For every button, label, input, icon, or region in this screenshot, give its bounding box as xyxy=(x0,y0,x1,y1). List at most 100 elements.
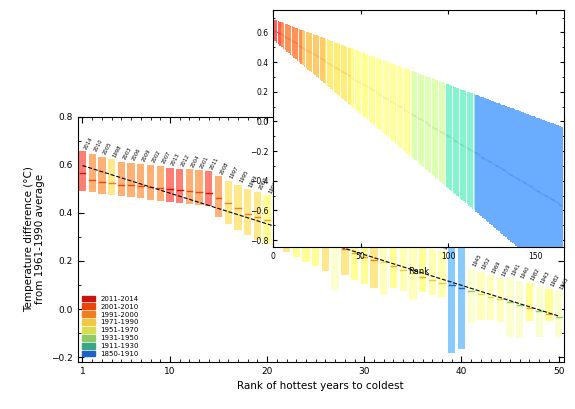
Bar xyxy=(456,88,458,196)
Bar xyxy=(156,166,164,201)
Bar xyxy=(466,92,468,204)
Bar xyxy=(491,101,493,225)
Text: 2003: 2003 xyxy=(122,146,132,161)
Bar xyxy=(493,101,494,227)
Bar xyxy=(400,67,401,148)
Bar xyxy=(362,52,363,115)
Bar xyxy=(328,40,330,88)
Bar xyxy=(561,127,562,285)
Bar xyxy=(365,54,367,119)
Bar xyxy=(419,74,421,164)
Bar xyxy=(430,78,431,173)
Bar xyxy=(501,105,503,234)
Bar xyxy=(518,110,519,247)
Bar xyxy=(332,208,339,290)
Bar xyxy=(552,124,554,277)
Text: 1986: 1986 xyxy=(423,231,434,245)
Bar xyxy=(315,35,316,76)
Bar xyxy=(508,107,510,240)
Bar xyxy=(196,171,203,204)
Bar xyxy=(503,105,505,236)
Bar xyxy=(479,96,480,215)
Bar xyxy=(451,85,453,191)
Bar xyxy=(98,157,106,194)
Bar xyxy=(293,27,295,58)
Text: 1987: 1987 xyxy=(316,198,327,212)
Text: 1977: 1977 xyxy=(443,236,453,250)
Bar xyxy=(431,79,433,175)
Bar xyxy=(358,51,359,112)
Bar xyxy=(473,94,475,210)
Bar xyxy=(321,37,323,81)
Text: 1973: 1973 xyxy=(433,234,443,248)
Bar xyxy=(274,20,275,41)
Bar xyxy=(482,97,484,218)
Bar xyxy=(347,47,349,103)
Bar xyxy=(293,206,300,257)
Bar xyxy=(528,115,530,256)
Bar xyxy=(545,121,547,271)
Bar xyxy=(458,88,459,197)
Bar xyxy=(341,222,348,275)
Bar xyxy=(176,169,183,203)
Text: 1991: 1991 xyxy=(277,183,288,198)
Bar xyxy=(340,45,342,98)
Bar xyxy=(459,89,461,198)
Text: 1997: 1997 xyxy=(229,165,239,180)
Bar xyxy=(367,54,369,120)
Bar xyxy=(286,25,288,52)
Bar xyxy=(377,58,379,129)
Bar xyxy=(351,49,352,107)
Bar xyxy=(166,168,174,202)
Bar xyxy=(281,22,283,47)
Bar xyxy=(351,225,358,280)
Bar xyxy=(370,231,378,288)
Bar xyxy=(526,114,527,255)
Text: 1953: 1953 xyxy=(384,209,395,223)
Bar xyxy=(481,97,482,216)
Bar xyxy=(453,86,454,193)
Bar xyxy=(512,108,513,243)
Bar xyxy=(349,48,351,105)
Bar xyxy=(263,196,271,244)
Bar xyxy=(307,32,309,70)
Bar xyxy=(363,53,365,117)
Text: 1999: 1999 xyxy=(248,174,259,188)
Bar xyxy=(323,38,325,83)
Bar xyxy=(356,50,358,111)
Bar xyxy=(449,85,451,190)
Bar xyxy=(335,43,337,93)
Text: 2013: 2013 xyxy=(170,152,181,166)
Bar xyxy=(463,90,465,202)
Bar xyxy=(186,169,193,204)
Text: 2004: 2004 xyxy=(190,154,201,168)
Bar xyxy=(295,27,297,59)
Bar xyxy=(488,99,489,222)
Bar xyxy=(559,126,561,283)
Bar xyxy=(380,225,388,295)
Bar xyxy=(416,73,417,162)
Bar xyxy=(147,165,154,200)
Text: 2014: 2014 xyxy=(83,136,94,150)
Bar xyxy=(446,84,447,187)
Bar xyxy=(523,112,524,252)
Text: 2006: 2006 xyxy=(132,147,142,162)
Bar xyxy=(327,39,328,86)
Bar xyxy=(435,80,436,178)
Bar xyxy=(372,56,374,124)
Text: 1877: 1877 xyxy=(452,226,463,240)
Bar xyxy=(444,83,446,185)
Bar xyxy=(421,74,423,166)
Bar xyxy=(440,82,442,182)
Bar xyxy=(278,21,279,44)
Text: 1943: 1943 xyxy=(540,271,550,285)
Bar xyxy=(330,40,332,89)
Bar xyxy=(361,228,368,284)
Bar xyxy=(388,62,389,138)
Bar xyxy=(438,251,446,297)
Text: 2002: 2002 xyxy=(151,150,162,164)
Bar xyxy=(498,103,500,231)
Bar xyxy=(386,61,388,136)
Bar xyxy=(244,189,251,236)
Bar xyxy=(332,41,334,90)
